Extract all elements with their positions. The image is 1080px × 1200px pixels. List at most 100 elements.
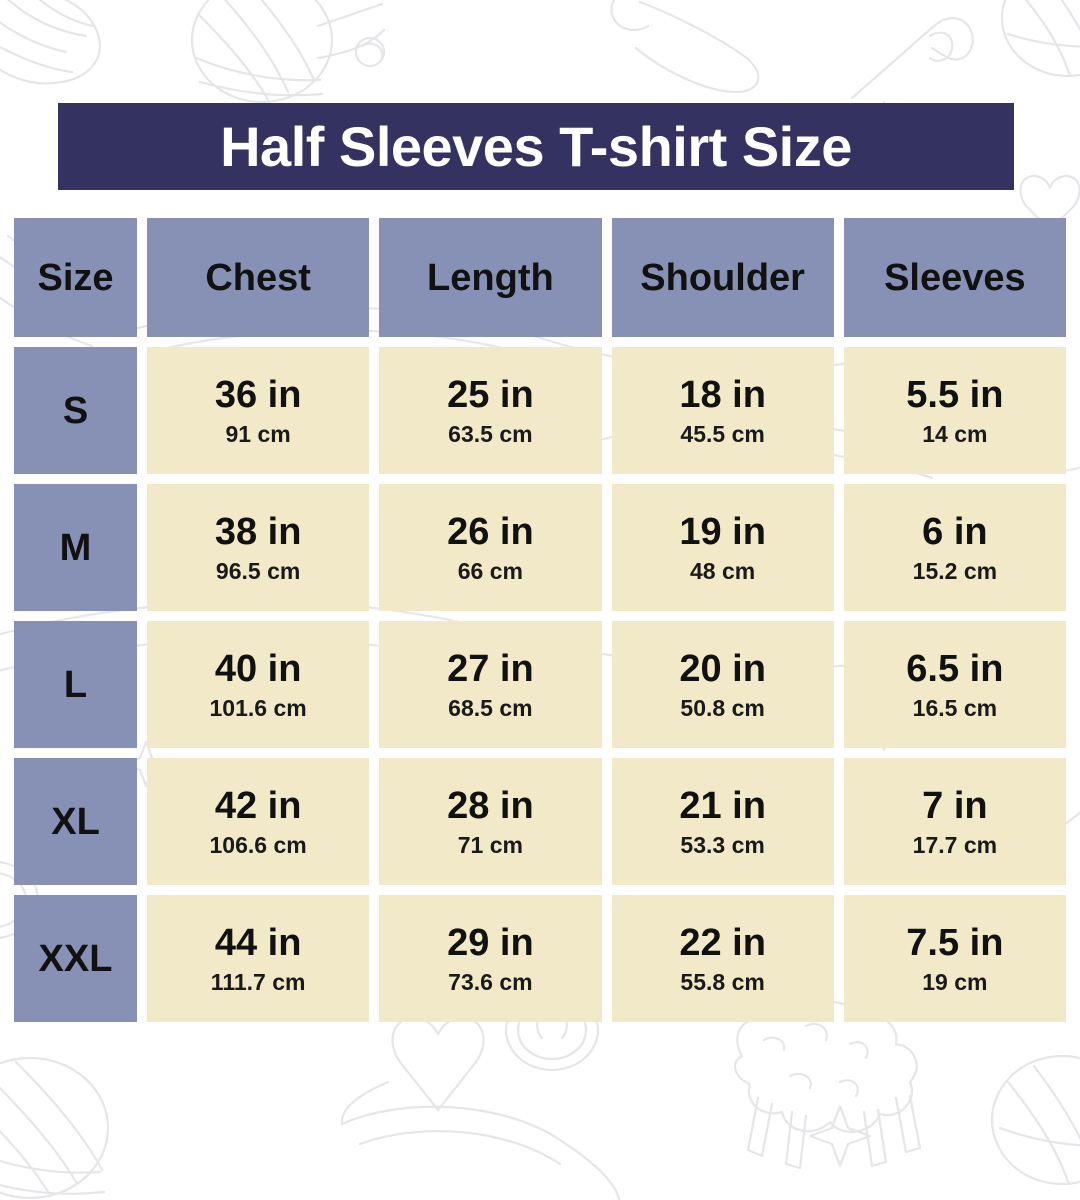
sparkle-icon (808, 1104, 872, 1168)
header-label-sleeves: Sleeves (884, 256, 1026, 299)
value-centimeters: 16.5 cm (912, 694, 998, 721)
measurement-cell-shoulder: 19 in 48 cm (611, 484, 834, 611)
measurement-cell-chest: 44 in 111.7 cm (147, 895, 370, 1022)
value-centimeters: 63.5 cm (448, 420, 533, 447)
value-inches: 20 in (679, 647, 766, 690)
yarn-ball-icon (1000, 0, 1080, 78)
size-label: L (63, 663, 88, 706)
measurement-cell-length: 28 in 71 cm (379, 758, 602, 885)
value-inches: 42 in (214, 784, 302, 827)
value-inches: 5.5 in (906, 373, 1004, 416)
value-centimeters: 53.3 cm (680, 831, 765, 858)
knitting-needle-icon (610, 0, 760, 94)
measurement-cell-length: 26 in 66 cm (379, 484, 602, 611)
yarn-strand (340, 1105, 621, 1200)
header-label-size: Size (37, 256, 114, 299)
measurement-cell-sleeves: 5.5 in 14 cm (843, 347, 1066, 474)
chart-title-bar: Half Sleeves T-shirt Size (58, 103, 1014, 190)
header-cell-length: Length (379, 218, 602, 337)
size-cell: S (14, 347, 137, 474)
value-centimeters: 15.2 cm (912, 557, 998, 584)
value-centimeters: 50.8 cm (680, 694, 765, 721)
header-label-shoulder: Shoulder (640, 256, 805, 299)
size-cell: M (14, 484, 137, 611)
value-centimeters: 48 cm (690, 557, 756, 584)
size-label: XXL (38, 937, 113, 980)
value-inches: 22 in (679, 921, 766, 964)
value-inches: 36 in (214, 373, 302, 416)
value-centimeters: 96.5 cm (215, 557, 301, 584)
value-centimeters: 101.6 cm (209, 694, 307, 721)
measurement-cell-sleeves: 7 in 17.7 cm (843, 758, 1066, 885)
table-header-row: Size Chest Length Shoulder Sleeves (14, 218, 1066, 337)
measurement-cell-length: 29 in 73.6 cm (379, 895, 602, 1022)
header-label-length: Length (427, 256, 554, 299)
measurement-cell-shoulder: 21 in 53.3 cm (611, 758, 834, 885)
value-inches: 27 in (447, 647, 534, 690)
measurement-cell-sleeves: 6.5 in 16.5 cm (843, 621, 1066, 748)
header-label-chest: Chest (205, 256, 311, 299)
value-centimeters: 45.5 cm (680, 420, 765, 447)
size-cell: L (14, 621, 137, 748)
value-centimeters: 106.6 cm (209, 831, 307, 858)
table-row: L 40 in 101.6 cm 27 in 68.5 cm 20 in 50.… (14, 621, 1066, 748)
header-cell-sleeves: Sleeves (843, 218, 1066, 337)
value-centimeters: 14 cm (922, 420, 988, 447)
table-row: XXL 44 in 111.7 cm 29 in 73.6 cm 22 in 5… (14, 895, 1066, 1022)
size-cell: XL (14, 758, 137, 885)
yarn-ball-icon (0, 0, 101, 85)
table-row: M 38 in 96.5 cm 26 in 66 cm 19 in 48 cm … (14, 484, 1066, 611)
measurement-cell-shoulder: 22 in 55.8 cm (611, 895, 834, 1022)
value-inches: 18 in (679, 373, 766, 416)
value-centimeters: 91 cm (225, 420, 291, 447)
value-inches: 6.5 in (906, 647, 1004, 690)
measurement-cell-length: 27 in 68.5 cm (379, 621, 602, 748)
value-inches: 40 in (214, 647, 302, 690)
value-centimeters: 111.7 cm (210, 968, 306, 995)
measurement-cell-shoulder: 18 in 45.5 cm (611, 347, 834, 474)
value-inches: 44 in (214, 921, 302, 964)
yarn-ball-icon (190, 0, 386, 104)
size-label: XL (51, 800, 100, 843)
measurement-cell-chest: 42 in 106.6 cm (147, 758, 370, 885)
value-inches: 7.5 in (906, 921, 1004, 964)
value-inches: 7 in (922, 784, 988, 827)
value-inches: 26 in (447, 510, 534, 553)
header-cell-chest: Chest (147, 218, 370, 337)
value-centimeters: 55.8 cm (680, 968, 765, 995)
size-label: M (59, 526, 92, 569)
value-centimeters: 71 cm (457, 831, 523, 858)
measurement-cell-shoulder: 20 in 50.8 cm (611, 621, 834, 748)
value-centimeters: 17.7 cm (912, 831, 998, 858)
measurement-cell-length: 25 in 63.5 cm (379, 347, 602, 474)
value-centimeters: 66 cm (457, 557, 523, 584)
measurement-cell-chest: 40 in 101.6 cm (147, 621, 370, 748)
sheep-icon (733, 1000, 922, 1170)
table-row: XL 42 in 106.6 cm 28 in 71 cm 21 in 53.3… (14, 758, 1066, 885)
value-inches: 38 in (214, 510, 302, 553)
value-inches: 19 in (679, 510, 766, 553)
header-cell-size: Size (14, 218, 137, 337)
value-inches: 28 in (447, 784, 534, 827)
measurement-cell-chest: 38 in 96.5 cm (147, 484, 370, 611)
value-centimeters: 73.6 cm (448, 968, 533, 995)
measurement-cell-sleeves: 6 in 15.2 cm (843, 484, 1066, 611)
safety-pin-icon (850, 17, 974, 112)
page-title: Half Sleeves T-shirt Size (220, 114, 852, 178)
yarn-ball-icon (990, 1054, 1080, 1186)
size-cell: XXL (14, 895, 137, 1022)
measurement-cell-chest: 36 in 91 cm (147, 347, 370, 474)
yarn-ball-icon (0, 1056, 110, 1200)
size-label: S (62, 389, 89, 432)
value-inches: 29 in (447, 921, 534, 964)
value-inches: 25 in (447, 373, 534, 416)
size-table: Size Chest Length Shoulder Sleeves S 36 … (14, 218, 1066, 1022)
heart-icon (340, 1016, 485, 1126)
header-cell-shoulder: Shoulder (611, 218, 834, 337)
table-row: S 36 in 91 cm 25 in 63.5 cm 18 in 45.5 c… (14, 347, 1066, 474)
measurement-cell-sleeves: 7.5 in 19 cm (843, 895, 1066, 1022)
value-centimeters: 68.5 cm (448, 694, 533, 721)
value-centimeters: 19 cm (922, 968, 988, 995)
value-inches: 6 in (922, 510, 988, 553)
